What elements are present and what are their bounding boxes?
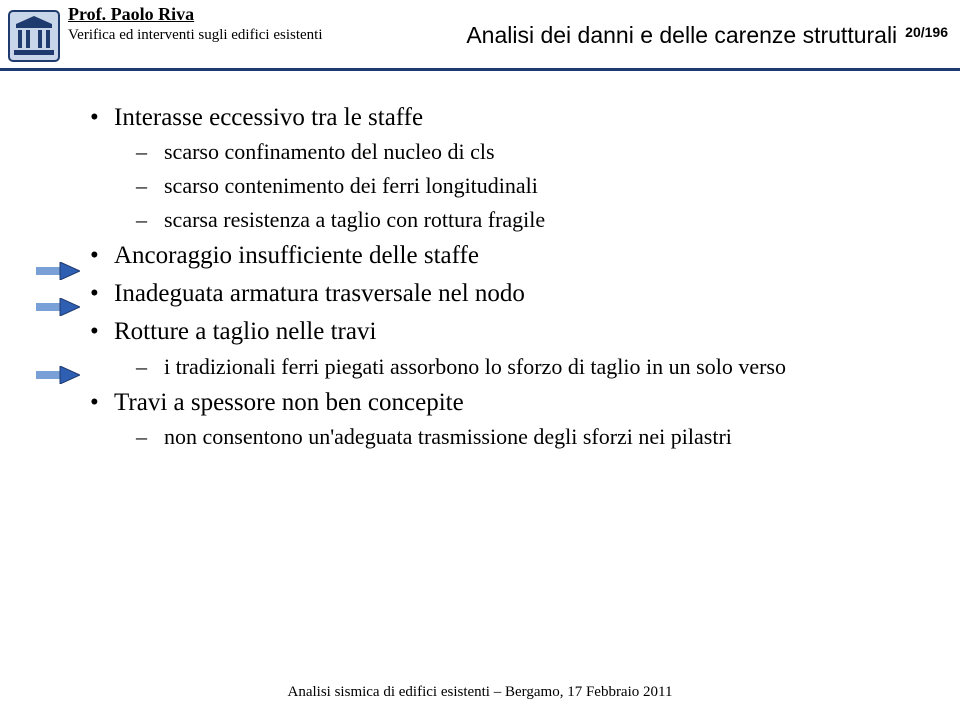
bullet-lvl2: scarsa resistenza a taglio con rottura f… [136, 204, 960, 236]
bullet-lvl2: i tradizionali ferri piegati assorbono l… [136, 351, 960, 383]
bullet-lvl1: Rotture a taglio nelle travi i tradiziona… [90, 314, 960, 382]
bullet-text: Ancoraggio insufficiente delle staffe [114, 242, 479, 269]
bullet-lvl2: scarso contenimento dei ferri longitudin… [136, 170, 960, 202]
footer-text: Analisi sismica di edifici esistenti – B… [0, 684, 960, 701]
header-left: Prof. Paolo Riva Verifica ed interventi … [68, 4, 428, 44]
bullet-lvl1: Inadeguata armatura trasversale nel nodo [90, 276, 960, 312]
pointer-arrow-icon [36, 262, 80, 280]
bullet-text: Inadeguata armatura trasversale nel nodo [114, 280, 525, 307]
bullet-lvl1: Interasse eccessivo tra le staffe scarso … [90, 100, 960, 236]
bullet-text: Interasse eccessivo tra le staffe [114, 104, 423, 131]
header-rule [0, 68, 960, 71]
professor-name: Prof. Paolo Riva [68, 4, 428, 25]
pointer-arrow-icon [36, 298, 80, 316]
bullet-lvl2: non consentono un'adeguata trasmissione … [136, 421, 960, 453]
course-subtitle: Verifica ed interventi sugli edifici esi… [68, 27, 428, 44]
slide-title: Analisi dei danni e delle carenze strutt… [466, 22, 897, 48]
page-number: 20/196 [905, 24, 948, 40]
header: Prof. Paolo Riva Verifica ed interventi … [0, 0, 960, 78]
bullet-lvl1: Ancoraggio insufficiente delle staffe [90, 238, 960, 274]
pointer-arrow-icon [36, 366, 80, 384]
bullet-text: Travi a spessore non ben concepite [114, 389, 464, 416]
bullet-text: Rotture a taglio nelle travi [114, 318, 376, 345]
header-right: Analisi dei danni e delle carenze strutt… [466, 22, 948, 49]
slide: Prof. Paolo Riva Verifica ed interventi … [0, 0, 960, 711]
university-logo [8, 10, 60, 62]
body-content: Interasse eccessivo tra le staffe scarso … [0, 100, 960, 455]
bullet-lvl2: scarso confinamento del nucleo di cls [136, 136, 960, 168]
bullet-lvl1: Travi a spessore non ben concepite non co… [90, 385, 960, 453]
